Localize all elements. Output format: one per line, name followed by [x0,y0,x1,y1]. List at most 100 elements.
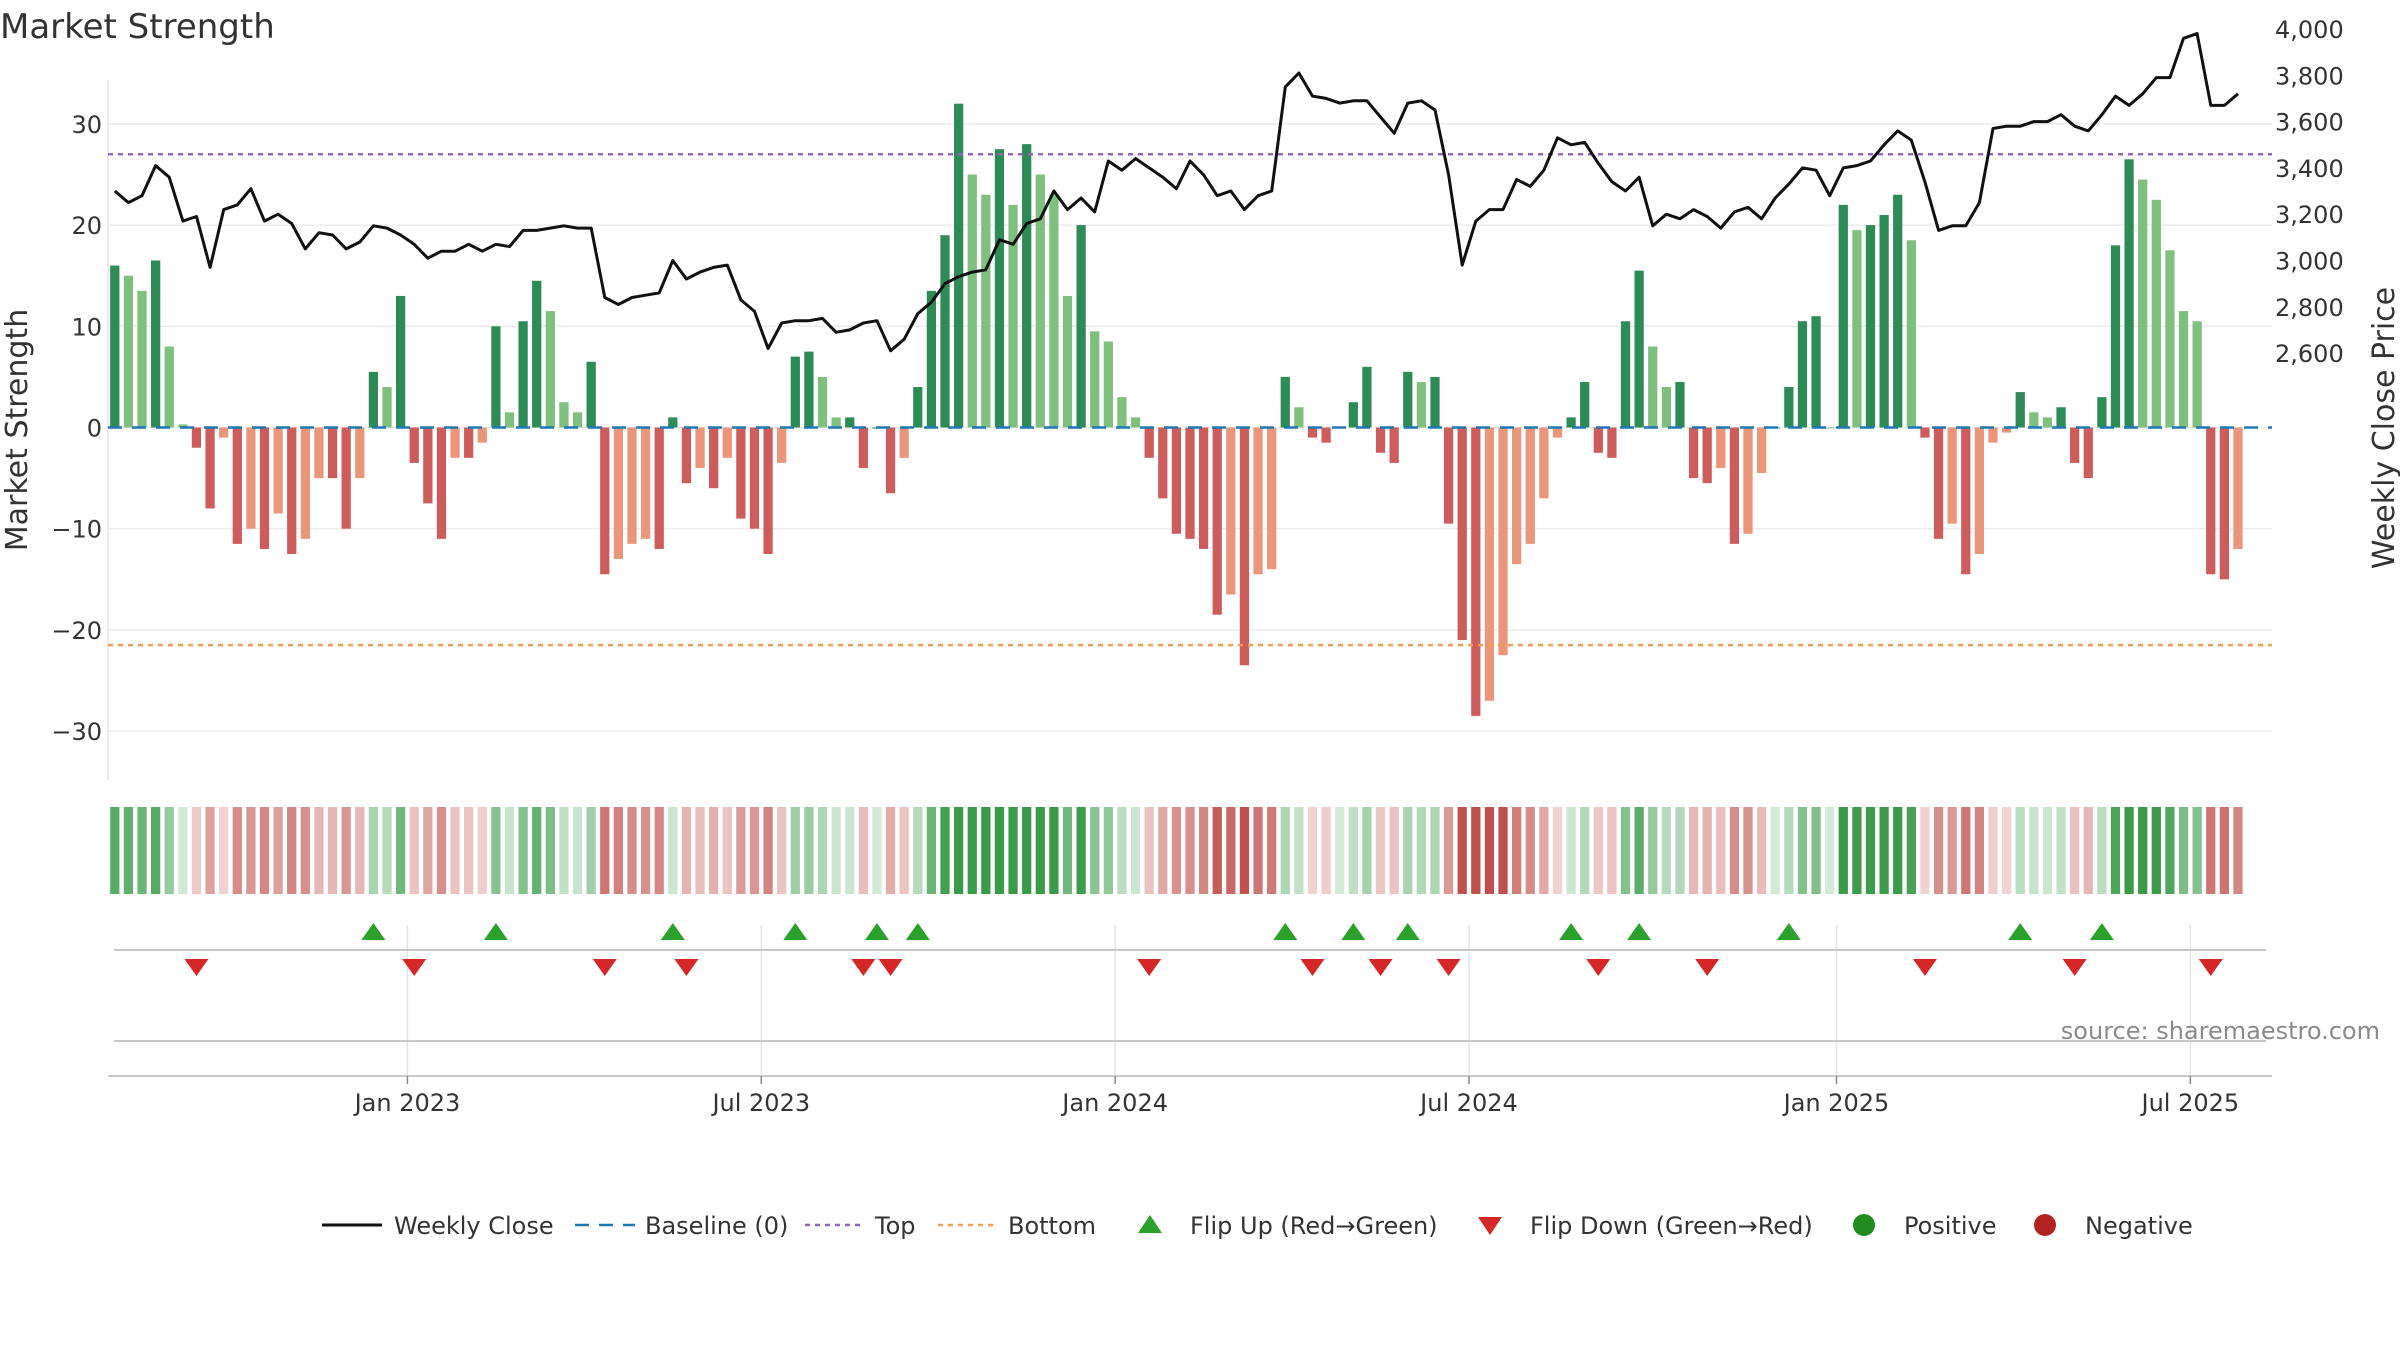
legend-label: Top [874,1212,916,1240]
strength-bar [1117,397,1127,428]
flip-down-marker [1436,959,1461,976]
strength-bar [341,427,351,529]
strength-bar [2165,250,2175,428]
state-strip-cell [1498,807,1508,894]
state-strip-cell [1049,807,1059,894]
state-strip-cell [246,807,256,894]
state-strip-cell [1076,807,1086,894]
state-strip-cell [1430,807,1440,894]
strength-bar [709,427,719,489]
strength-bar [817,376,828,428]
strength-bar [259,427,270,549]
state-strip-cell [178,807,188,894]
state-strip-cell [532,807,542,894]
strength-bar [1103,341,1113,428]
state-strip-cell [1239,807,1250,894]
state-strip-cell [232,807,242,894]
state-strip-cell [600,807,610,894]
strength-bar [586,361,596,428]
state-strip-cell [1988,807,1998,894]
strength-bar [1648,346,1658,428]
state-strip-cell [2192,807,2202,894]
state-strip-cell [681,807,692,894]
state-strip-cell [899,807,909,894]
strength-bar [2206,427,2216,575]
state-strip-cell [1593,807,1603,894]
right-tick-label: 3,600 [2275,109,2344,137]
strength-bar [395,295,406,428]
strength-bar [409,427,419,463]
state-strip-cell [464,807,474,894]
state-strip-cell [205,807,215,894]
strength-bar [2110,245,2121,428]
strength-bar [994,149,1005,428]
state-strip-cell [1566,807,1576,894]
state-strip-cell [668,807,678,894]
state-strip-cell [1797,807,1808,894]
strength-bar [1348,402,1358,428]
state-strip-cell [1403,807,1413,894]
flip-up-marker [2089,923,2114,940]
flip-up-marker [483,923,508,940]
strength-bar [355,427,365,479]
close-line-group [113,32,2239,353]
strength-bar [1539,427,1549,499]
state-strip-cell [1362,807,1372,894]
strength-bar [532,280,542,428]
strength-bar [2219,427,2229,580]
state-strip-cell [450,807,460,894]
state-strip-cell [477,807,487,894]
strength-bar [681,427,692,484]
state-strip-cell [2015,807,2025,894]
right-axis-title: Weekly Close Price [2367,287,2400,569]
state-strip-cell [1484,807,1495,894]
strength-bar [1239,427,1250,666]
state-strip-cell [1879,807,1889,894]
strength-bar [1988,427,1998,443]
strength-bar [219,427,229,438]
state-strip-cell [2165,807,2175,894]
state-strip-cell [736,807,746,894]
strength-bar [1443,427,1454,524]
strength-bar [1457,427,1467,641]
strength-bar [1144,427,1154,458]
left-tick-label: 10 [71,313,102,341]
right-tick-label: 2,600 [2275,340,2344,368]
x-tick-label: Jan 2025 [1782,1089,1890,1117]
state-strip-cell [1784,807,1794,894]
flip-up-marker [1776,923,1801,940]
strength-bar [981,194,991,428]
state-strip-cell [981,807,991,894]
state-strip-cell [1947,807,1957,894]
state-strip-cell [1702,807,1712,894]
state-strip-cell [627,807,637,894]
strength-bar [1525,427,1535,544]
strength-bar [123,275,134,428]
strength-bar [2124,159,2134,428]
strength-bar [1893,194,1903,428]
strength-bar [300,427,310,539]
strength-bar [1729,427,1740,544]
strength-bar [627,427,637,544]
state-strip-cell [845,807,855,894]
strength-bar [1035,174,1045,428]
state-strip-cell [1185,807,1195,894]
legend: Weekly Close Baseline (0) Top Bottom Flip Up… [322,1212,2193,1240]
strength-bar [1607,427,1617,458]
strength-bar [1430,376,1440,428]
strength-bar [1471,427,1481,716]
strength-bar [477,427,487,443]
strength-bar [205,427,215,509]
strength-bar [1974,427,1985,554]
state-strip-cell [1729,807,1740,894]
state-strip-cell [2206,807,2216,894]
state-strip-cell [2219,807,2229,894]
strength-bar [1280,376,1290,428]
right-tick-label: 4,000 [2275,16,2344,44]
legend-swatch [2034,1214,2056,1236]
state-strip-cell [1634,807,1644,894]
strength-bar [2151,199,2161,428]
flip-up-marker [864,923,889,940]
legend-swatch [1478,1217,1502,1235]
